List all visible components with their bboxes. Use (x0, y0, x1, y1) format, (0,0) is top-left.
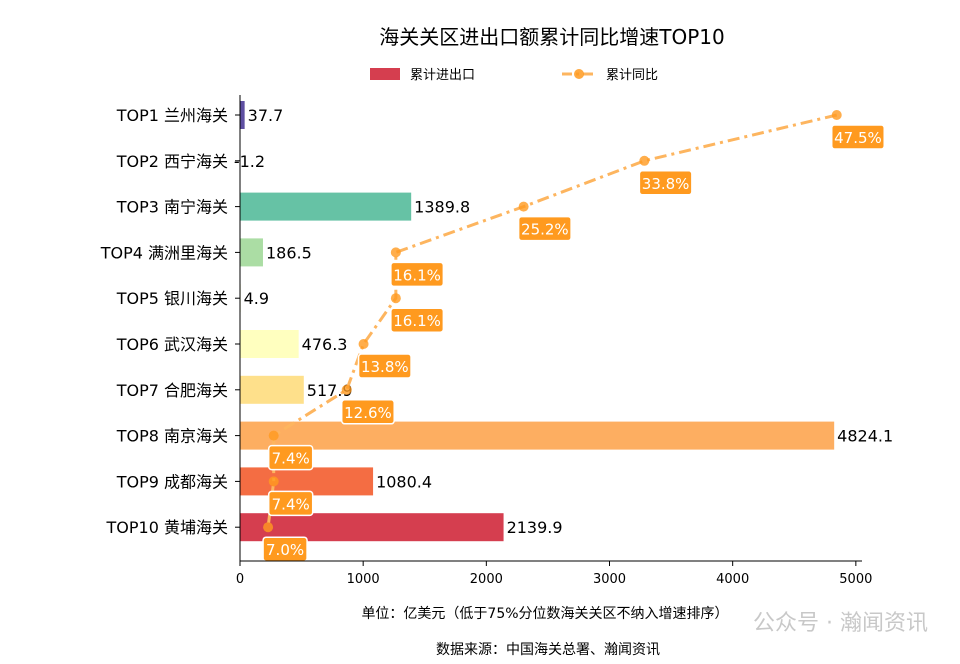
y-tick-label: TOP10 黄埔海关 (106, 518, 228, 537)
watermark: 公众号 · 瀚闻资讯 (753, 611, 928, 636)
y-tick-label: TOP4 满洲里海关 (100, 243, 228, 262)
x-tick-label: 1000 (347, 572, 380, 587)
growth-point (518, 201, 529, 212)
growth-label-box (267, 444, 314, 471)
x-axis-label: 单位：亿美元（低于75%分位数海关关区不纳入增速排序） (361, 606, 728, 622)
growth-label-box (267, 490, 314, 517)
legend-bar-label: 累计进出口 (410, 68, 475, 83)
growth-value-label: 25.2% (521, 221, 569, 239)
bar (240, 192, 412, 221)
growth-point (268, 430, 279, 441)
y-tick-label: TOP3 南宁海关 (116, 198, 228, 217)
bar (240, 421, 835, 450)
y-tick-label: TOP7 合肥海关 (116, 381, 228, 400)
source-note: 数据来源：中国海关总署、瀚闻资讯 (436, 642, 660, 658)
legend-line-label: 累计同比 (606, 68, 658, 83)
growth-value-label: 47.5% (834, 129, 882, 147)
growth-line (266, 113, 838, 528)
growth-label-box (830, 124, 885, 150)
x-tick-label: 4000 (716, 572, 749, 587)
growth-label-box (390, 261, 445, 288)
bar-value-label: 186.5 (266, 243, 312, 262)
bar (240, 375, 304, 404)
growth-value-label: 12.6% (344, 404, 392, 422)
x-tick-label: 0 (236, 572, 244, 587)
bar-value-label: 476.3 (302, 335, 348, 354)
growth-point (639, 155, 650, 166)
growth-point (390, 293, 401, 304)
y-tick-label: TOP1 兰州海关 (116, 106, 228, 125)
growth-point (390, 247, 401, 258)
growth-point (358, 339, 369, 349)
legend-bar-swatch (370, 68, 400, 80)
growth-label-box (390, 307, 445, 333)
bar (240, 330, 299, 358)
x-tick-label: 5000 (839, 572, 872, 587)
bar-value-label: 1389.8 (414, 198, 470, 217)
bar-value-label: 2139.9 (507, 518, 563, 537)
growth-point (263, 522, 274, 533)
y-tick-label: TOP9 成都海关 (116, 472, 228, 491)
y-tick-label: TOP6 武汉海关 (116, 335, 228, 354)
bar-value-label: 4.9 (244, 289, 269, 308)
y-tick-label: TOP8 南京海关 (116, 427, 228, 446)
growth-value-label: 16.1% (393, 266, 441, 284)
legend-line-marker (574, 69, 584, 79)
bar (240, 101, 245, 129)
bar (240, 238, 263, 267)
growth-value-label: 7.4% (272, 495, 310, 513)
x-tick-label: 2000 (470, 572, 503, 587)
bar-value-label: -1.2 (234, 152, 265, 171)
growth-point (831, 110, 842, 120)
bar-value-label: 4824.1 (837, 427, 893, 446)
legend: 累计进出口 累计同比 (370, 68, 658, 83)
growth-value-label: 7.4% (272, 450, 310, 468)
bar-value-label: 37.7 (248, 106, 284, 125)
growth-label-box (517, 215, 572, 242)
bar-value-label: 1080.4 (376, 472, 432, 491)
chart-title: 海关关区进出口额累计同比增速TOP10 (379, 25, 724, 49)
growth-value-label: 7.0% (266, 541, 304, 559)
growth-point (341, 384, 352, 395)
growth-label-box (357, 353, 412, 379)
bar-value-label: 517.9 (307, 381, 353, 400)
x-tick-label: 3000 (593, 572, 626, 587)
growth-value-label: 13.8% (361, 358, 409, 376)
y-tick-label: TOP5 银川海关 (116, 289, 228, 308)
growth-label-box (340, 399, 395, 425)
growth-value-label: 33.8% (642, 175, 690, 193)
growth-label-box (638, 170, 693, 196)
growth-point (268, 476, 279, 487)
growth-value-label: 16.1% (393, 312, 441, 330)
y-tick-label: TOP2 西宁海关 (116, 152, 228, 171)
